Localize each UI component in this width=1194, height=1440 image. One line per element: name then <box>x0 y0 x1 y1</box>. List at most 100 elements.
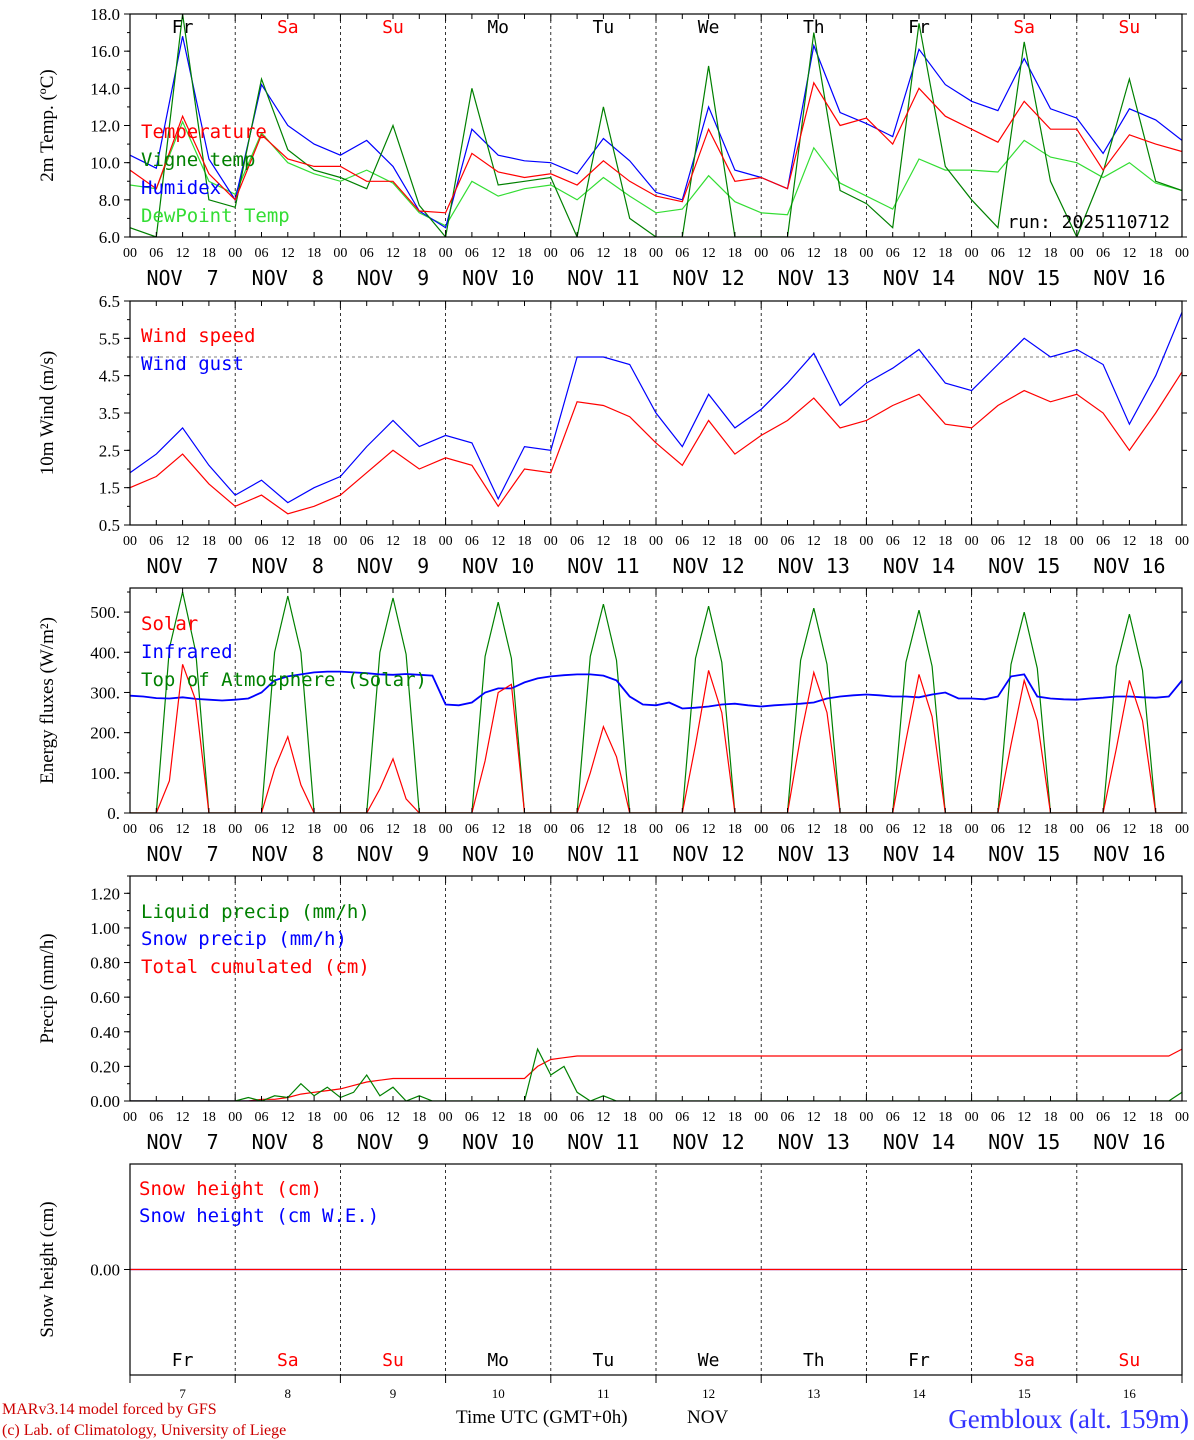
series-vigne-temp <box>130 14 1182 237</box>
x-hour-label: 00 <box>439 246 453 261</box>
x-hour-label: 12 <box>807 534 821 549</box>
x-hour-label: 00 <box>1175 822 1189 837</box>
x-date-label: NOV 8 <box>252 554 324 578</box>
x-hour-label: 06 <box>1096 1110 1110 1125</box>
x-hour-label: 12 <box>491 822 505 837</box>
x-hour-label: 00 <box>1070 534 1084 549</box>
x-hour-label: 12 <box>1122 534 1136 549</box>
weekday-label: Sa <box>1013 1350 1035 1371</box>
panel-energy: 0. 100. 200. 300. 400. 500. Energy fluxes (W/m… <box>37 587 1189 866</box>
x-hour-label: 12 <box>491 534 505 549</box>
y-tick-label: 6.5 <box>99 292 120 311</box>
weekday-label: Sa <box>1013 17 1035 38</box>
weekday-label: Mo <box>487 1350 509 1371</box>
x-hour-label: 06 <box>570 534 584 549</box>
x-hour-label: 18 <box>518 246 532 261</box>
x-hour-label: 12 <box>176 822 190 837</box>
x-hour-label: 18 <box>1044 822 1058 837</box>
x-hour-label: 12 <box>176 246 190 261</box>
x-hour-label: 12 <box>702 822 716 837</box>
x-date-label: NOV 14 <box>883 554 955 578</box>
x-hour-label: 12 <box>281 822 295 837</box>
x-hour-label: 18 <box>307 822 321 837</box>
series-humidex <box>130 36 1182 229</box>
x-hour-label: 12 <box>386 1110 400 1125</box>
x-hour-label: 00 <box>544 246 558 261</box>
x-hour-label: 06 <box>886 246 900 261</box>
x-hour-label: 18 <box>518 1110 532 1125</box>
x-hour-label: 18 <box>1044 534 1058 549</box>
x-hour-label: 12 <box>1017 822 1031 837</box>
y-tick-label: 3.5 <box>99 404 120 423</box>
x-hour-label: 06 <box>149 246 163 261</box>
legend-entry: Infrared <box>141 641 233 663</box>
weekday-label: Sa <box>277 1350 299 1371</box>
series-wind-speed <box>130 371 1182 515</box>
x-hour-label: 06 <box>149 822 163 837</box>
x-hour-label: 00 <box>439 534 453 549</box>
y-tick-label: 12.0 <box>90 117 120 136</box>
x-date-label: NOV 8 <box>252 842 324 866</box>
series-wind-gust <box>130 311 1182 504</box>
footer-model: MARv3.14 model forced by GFS <box>2 1401 217 1418</box>
x-date-label: NOV 15 <box>988 1130 1060 1154</box>
x-hour-label: 18 <box>202 534 216 549</box>
y-tick-label: 100. <box>90 764 120 783</box>
legend-entry: Solar <box>141 613 198 635</box>
x-hour-label: 06 <box>991 822 1005 837</box>
series-infrared <box>130 670 1182 710</box>
weekday-label: Mo <box>487 17 509 38</box>
x-hour-label: 00 <box>1070 1110 1084 1125</box>
x-hour-label: 00 <box>228 534 242 549</box>
legend-entry: Snow precip (mm/h) <box>141 928 347 950</box>
y-tick-label: 0.60 <box>90 988 120 1007</box>
x-hour-label: 00 <box>649 1110 663 1125</box>
x-hour-label: 12 <box>491 1110 505 1125</box>
x-hour-label: 18 <box>412 246 426 261</box>
x-hour-label: 12 <box>912 246 926 261</box>
x-hour-label: 00 <box>754 534 768 549</box>
y-tick-label: 5.5 <box>99 329 120 348</box>
y-tick-label: 4.5 <box>99 367 120 386</box>
series-solar <box>130 664 1182 813</box>
x-hour-label: 06 <box>255 1110 269 1125</box>
x-hour-label: 12 <box>176 534 190 549</box>
x-hour-label: 06 <box>570 1110 584 1125</box>
weekday-label: Th <box>803 1350 825 1371</box>
x-hour-label: 06 <box>781 822 795 837</box>
x-hour-label: 00 <box>1175 534 1189 549</box>
x-date-label: NOV 8 <box>252 266 324 290</box>
y-axis-label: Energy fluxes (W/m²) <box>37 617 58 784</box>
x-hour-label: 12 <box>281 246 295 261</box>
x-hour-label: 12 <box>596 534 610 549</box>
x-hour-label: 12 <box>596 246 610 261</box>
x-hour-label: 18 <box>938 1110 952 1125</box>
legend-entry: Vigne temp <box>141 149 255 171</box>
x-hour-label: 12 <box>386 534 400 549</box>
x-date-label: NOV 15 <box>988 842 1060 866</box>
x-hour-label: 00 <box>333 822 347 837</box>
x-hour-label: 06 <box>570 246 584 261</box>
y-tick-label: 6.0 <box>99 228 120 247</box>
x-hour-label: 06 <box>781 1110 795 1125</box>
legend-entry: Total cumulated (cm) <box>141 956 370 978</box>
x-date-label: NOV 16 <box>1093 1130 1165 1154</box>
footer-lab: (c) Lab. of Climatology, University of L… <box>2 1422 286 1439</box>
y-axis-label: 10m Wind (m/s) <box>37 351 58 476</box>
y-tick-label: 14.0 <box>90 79 120 98</box>
x-hour-label: 18 <box>202 822 216 837</box>
x-date-label: NOV 14 <box>883 1130 955 1154</box>
x-hour-label: 06 <box>360 534 374 549</box>
x-hour-label: 12 <box>1122 246 1136 261</box>
x-hour-label: 00 <box>439 1110 453 1125</box>
x-hour-label: 18 <box>833 822 847 837</box>
x-hour-label: 06 <box>991 534 1005 549</box>
day-number-label: 9 <box>390 1386 397 1401</box>
weekday-label: Su <box>382 1350 404 1371</box>
x-hour-label: 18 <box>623 246 637 261</box>
x-hour-label: 18 <box>728 246 742 261</box>
y-tick-label: 400. <box>90 643 120 662</box>
weekday-label: Fr <box>908 1350 930 1371</box>
x-hour-label: 00 <box>649 534 663 549</box>
x-date-label: NOV 10 <box>462 1130 534 1154</box>
